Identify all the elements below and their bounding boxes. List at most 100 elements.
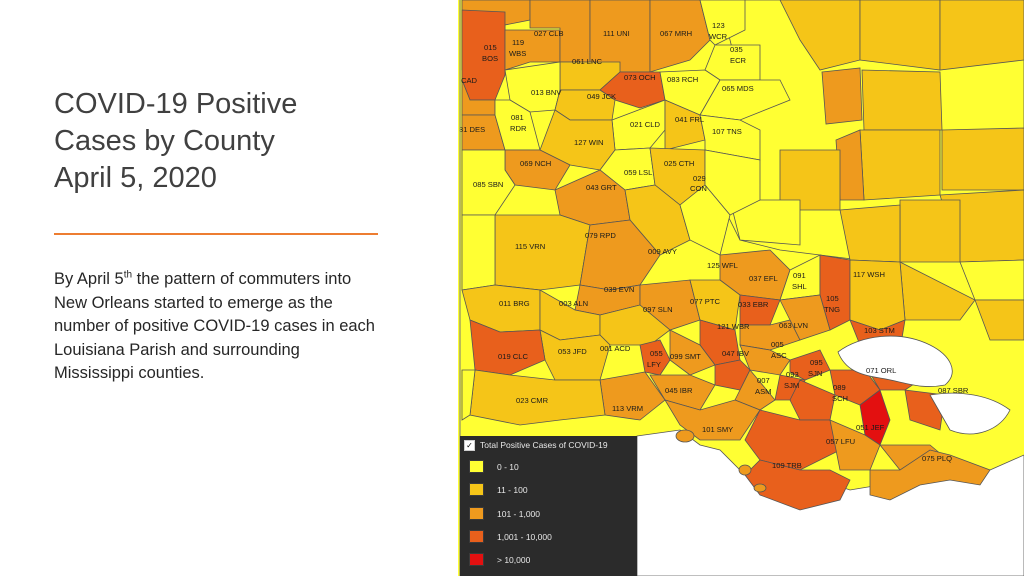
parish-label: 111 UNI <box>603 29 630 38</box>
legend-item: 1,001 - 10,000 <box>469 530 552 543</box>
parish-label: SHL <box>792 282 807 291</box>
parish-label: 039 EVN <box>604 285 634 294</box>
parish-label: 023 CMR <box>516 396 549 405</box>
parish-region <box>744 409 841 471</box>
county-region <box>899 199 961 263</box>
parish-label: 019 CLC <box>498 352 528 361</box>
parish-label: WBS <box>509 49 526 58</box>
parish-region <box>664 399 761 441</box>
legend-swatch <box>469 530 484 543</box>
parish-region <box>739 344 791 376</box>
parish-label: 097 SLN <box>643 305 673 314</box>
parish-label: 007 <box>757 376 770 385</box>
parish-label: 059 LSL <box>624 168 652 177</box>
parish-label: LFY <box>647 360 661 369</box>
choropleth-map[interactable]: 027 CLB 111 UNI 067 MRH 123 WCR 015 BOS … <box>458 0 1024 576</box>
parish-label: 053 JFD <box>558 347 587 356</box>
gulf-water <box>636 429 1024 576</box>
parish-region <box>744 459 851 511</box>
parish-label: 063 LVN <box>779 321 808 330</box>
parish-label: 071 ORL <box>866 366 896 375</box>
parish-label: 001 ACD <box>600 344 631 353</box>
parish-region <box>859 389 891 446</box>
parish-label: 043 GRT <box>586 183 617 192</box>
parish-label: 125 WFL <box>707 261 738 270</box>
parish-label: ASM <box>755 387 771 396</box>
parish-label: 049 JCK <box>587 92 616 101</box>
parish-label: 069 NCH <box>520 159 551 168</box>
parish-label: 105 <box>826 294 839 303</box>
legend-label: > 10,000 <box>497 554 531 565</box>
parish-label: 083 RCH <box>667 75 698 84</box>
parish-label: 011 BRG <box>499 299 530 308</box>
parish-label: 085 SBN <box>473 180 503 189</box>
parish-label: 123 <box>712 21 725 30</box>
parish-label: 047 IBV <box>722 349 750 358</box>
parish-region <box>461 369 476 421</box>
legend-swatch <box>469 553 484 566</box>
parish-label: BOS <box>482 54 498 63</box>
parish-region <box>819 254 851 331</box>
parish-label: SJN <box>808 369 822 378</box>
county-region <box>859 0 941 71</box>
parish-label: 025 CTH <box>664 159 694 168</box>
title-line-3: April 5, 2020 <box>54 162 217 194</box>
parish-label: 067 MRH <box>660 29 692 38</box>
parish-region <box>689 279 741 331</box>
parish-region <box>829 419 881 471</box>
legend-item: 11 - 100 <box>469 483 528 496</box>
parish-label: CAD <box>461 76 478 85</box>
parish-label: 035 <box>730 45 743 54</box>
parish-label: 015 <box>484 43 497 52</box>
parish-label: RDR <box>510 124 527 133</box>
legend-item: 0 - 10 <box>469 460 519 473</box>
parish-label: 065 MDS <box>722 84 754 93</box>
parish-label: 079 RPD <box>585 231 616 240</box>
legend-label: 101 - 1,000 <box>497 508 541 519</box>
county-region <box>941 127 1024 191</box>
parish-label: 089 <box>833 383 846 392</box>
county-region <box>729 199 801 246</box>
slide-body-text: By April 5th the pattern of commuters in… <box>54 268 384 386</box>
parish-region <box>869 449 991 501</box>
parish-region <box>639 339 671 376</box>
legend-item: > 10,000 <box>469 553 530 566</box>
parish-label: 051 JEF <box>856 423 885 432</box>
parish-region <box>649 0 711 73</box>
parish-label: ASC <box>771 351 787 360</box>
parish-label: 093 <box>786 370 799 379</box>
county-region <box>821 67 863 125</box>
slide-title: COVID-19 Positive Cases by County April … <box>54 86 384 197</box>
parish-label: 087 SBR <box>938 386 969 395</box>
parish-label: 013 BNV <box>531 88 562 97</box>
legend-swatch <box>469 460 484 473</box>
lake-borgne <box>929 392 1011 435</box>
county-region <box>861 69 943 131</box>
lake-pontchartrain <box>837 335 953 387</box>
body-text-post: the pattern of commuters into New Orlean… <box>54 270 375 382</box>
parish-label: 113 VRM <box>612 404 643 413</box>
parish-region <box>461 214 496 291</box>
parish-region <box>704 149 761 216</box>
parish-label: 095 <box>810 358 823 367</box>
parish-label: 109 TRB <box>772 461 802 470</box>
parish-region <box>669 329 716 376</box>
island <box>753 483 767 493</box>
parish-label: 099 SMT <box>670 352 701 361</box>
parish-label: 101 SMY <box>702 425 733 434</box>
county-region <box>939 0 1024 71</box>
parish-region <box>789 349 831 381</box>
title-line-2: Cases by County <box>54 125 275 157</box>
title-line-1: COVID-19 Positive <box>54 88 298 120</box>
legend-label: 1,001 - 10,000 <box>497 531 552 542</box>
checkbox-icon[interactable]: ✓ <box>464 439 475 451</box>
legend-title: Total Positive Cases of COVID-19 <box>480 440 608 450</box>
parish-label: 021 CLD <box>630 120 660 129</box>
county-region <box>959 259 1024 301</box>
parish-label: 081 <box>511 113 524 122</box>
parish-label: 31 DES <box>459 125 485 134</box>
parish-label: 075 PLQ <box>922 454 952 463</box>
parish-label: 045 IBR <box>665 386 693 395</box>
parish-region <box>679 184 731 256</box>
parish-label: 119 <box>512 38 524 47</box>
